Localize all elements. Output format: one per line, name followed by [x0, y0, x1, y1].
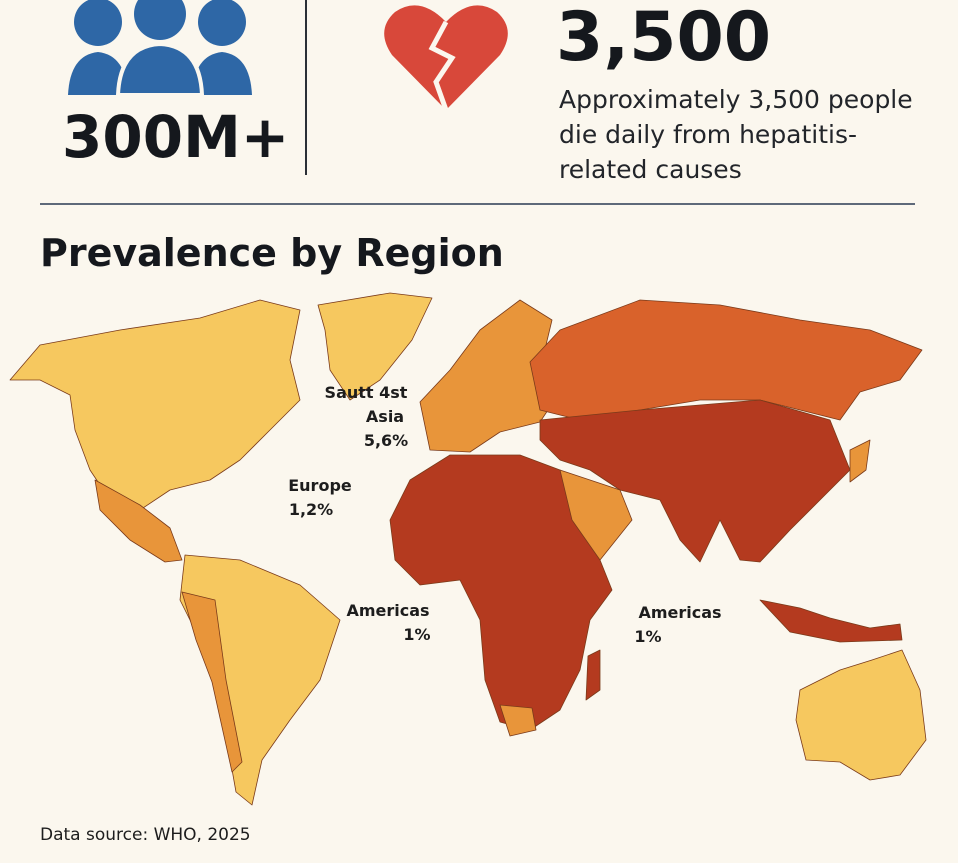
region-label: Americas: [638, 603, 721, 622]
japan: [849, 439, 871, 483]
central-america: [94, 479, 183, 563]
region-value: 5,6%: [364, 431, 408, 450]
deaths-stat-value: 3,500: [556, 0, 771, 77]
deaths-description: die daily from hepatitis-: [559, 120, 857, 149]
deaths-description: related causes: [559, 155, 742, 184]
asia: [539, 399, 851, 563]
region-value: 1%: [403, 625, 430, 644]
region-value: 1,2%: [289, 500, 333, 519]
southern-africa: [499, 704, 537, 737]
people-stat-value: 300M+: [62, 103, 289, 171]
deaths-description: Approximately 3,500 people: [559, 85, 913, 114]
australia: [795, 649, 927, 781]
map-title: Prevalence by Region: [40, 231, 504, 275]
region-label: Asia: [366, 407, 404, 426]
south-america-west: [181, 591, 243, 773]
map-labels: Sautt 4st Asia 5,6% Europe 1,2% Americas…: [288, 383, 721, 646]
southeast-asia-islands: [759, 599, 903, 643]
region-label: Sautt 4st: [325, 383, 408, 402]
north-america: [9, 299, 301, 511]
region-label: Europe: [288, 476, 352, 495]
madagascar: [585, 649, 601, 701]
region-label: Americas: [346, 601, 429, 620]
greenland: [317, 292, 433, 401]
region-value: 1%: [634, 627, 661, 646]
footer-source: Data source: WHO, 2025: [40, 825, 251, 845]
broken-heart-icon: [384, 5, 508, 111]
world-map: [9, 292, 927, 806]
africa: [389, 454, 613, 731]
people-icon: [68, 0, 252, 97]
